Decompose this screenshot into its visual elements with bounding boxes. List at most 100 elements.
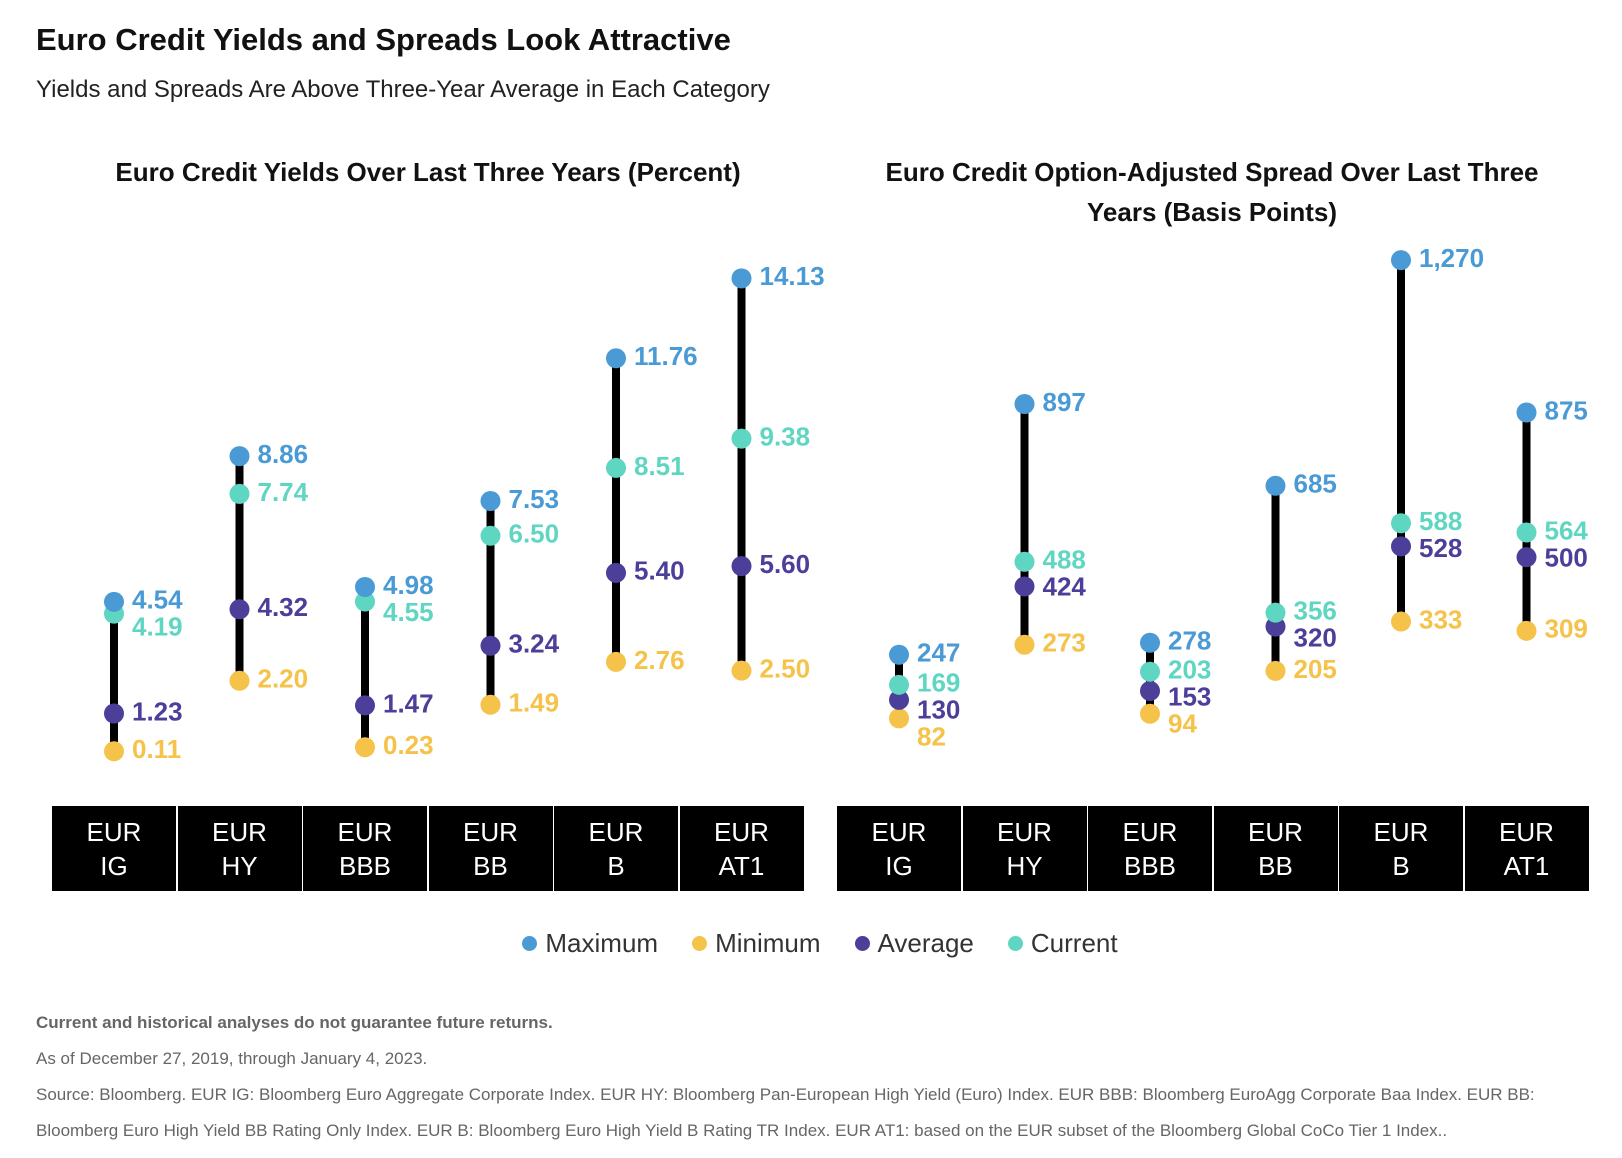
footnote: Current and historical analyses do not g…	[36, 1013, 553, 1032]
value-label: 14.13	[760, 261, 825, 291]
panel-title: Euro Credit Yields Over Last Three Years…	[115, 157, 741, 187]
dot	[229, 446, 250, 467]
dot	[1140, 680, 1160, 701]
category-box: EUR AT1	[1464, 806, 1589, 891]
dot	[229, 483, 250, 504]
category-box: EUR BBB	[1088, 806, 1212, 891]
value-label: 500	[1545, 542, 1588, 572]
footnote: Source: Bloomberg. EUR IG: Bloomberg Eur…	[36, 1085, 1535, 1140]
category-label: EUR HY	[997, 816, 1052, 881]
legend-label: Current	[1030, 928, 1118, 958]
value-label: 356	[1294, 596, 1337, 626]
value-label: 7.53	[509, 484, 560, 514]
value-label: 4.19	[132, 612, 183, 642]
dot	[1391, 250, 1411, 271]
dot	[1516, 620, 1537, 641]
value-label: 205	[1294, 654, 1337, 684]
category-box: EUR IG	[52, 806, 176, 891]
category-box: EUR B	[554, 806, 678, 891]
value-label: 488	[1043, 545, 1086, 575]
dot	[606, 562, 626, 583]
category-box: EUR HY	[962, 806, 1087, 891]
title: Euro Credit Yields and Spreads Look Attr…	[36, 22, 731, 57]
legend-item: Minimum	[692, 928, 821, 959]
dot	[606, 651, 626, 672]
value-label: 153	[1168, 682, 1211, 712]
dot	[606, 457, 626, 478]
value-label: 333	[1419, 604, 1462, 634]
dot	[480, 525, 501, 546]
category-box: EUR BB	[1213, 806, 1338, 891]
value-label: 273	[1043, 628, 1086, 658]
value-label: 3.24	[509, 629, 560, 659]
category-box: EUR IG	[837, 806, 961, 891]
dot	[1391, 536, 1411, 557]
dot	[606, 348, 626, 369]
dot	[1516, 547, 1537, 568]
dot	[1516, 402, 1537, 423]
value-label: 2.76	[634, 645, 685, 675]
value-label: 6.50	[509, 519, 560, 549]
dot	[480, 490, 501, 511]
value-label: 247	[917, 638, 960, 668]
value-label: 8.51	[634, 451, 685, 481]
value-label: 320	[1294, 623, 1337, 653]
dot	[889, 644, 909, 665]
value-label: 9.38	[760, 421, 811, 451]
dot	[1014, 634, 1035, 655]
dot	[731, 268, 752, 289]
legend-swatch	[1007, 936, 1023, 951]
value-label: 309	[1545, 614, 1588, 644]
dot	[1265, 616, 1286, 637]
panel-title: Euro Credit Option-Adjusted Spread Over …	[885, 157, 1539, 227]
value-label: 94	[1168, 709, 1197, 739]
dot	[731, 556, 752, 577]
dot	[1140, 661, 1160, 682]
category-label: EUR BB	[1248, 816, 1303, 881]
legend-label: Minimum	[715, 928, 821, 958]
dot	[355, 591, 375, 612]
category-label: EUR B	[588, 816, 644, 881]
value-label: 564	[1545, 515, 1589, 545]
value-label: 4.32	[258, 592, 309, 622]
value-label: 1.49	[509, 688, 560, 718]
dot	[731, 660, 752, 681]
legend-swatch	[522, 936, 538, 951]
legend-swatch	[854, 936, 870, 951]
category-label: EUR BBB	[337, 816, 393, 881]
footnote: As of December 27, 2019, through January…	[36, 1049, 428, 1068]
value-label: 4.98	[383, 570, 434, 600]
dot	[1140, 703, 1160, 724]
category-label: EUR IG	[86, 816, 142, 881]
value-label: 203	[1168, 655, 1211, 685]
value-label: 8.86	[258, 439, 309, 469]
value-label: 1.23	[132, 696, 183, 726]
value-label: 5.40	[634, 556, 685, 586]
dot	[1265, 660, 1286, 681]
value-label: 5.60	[760, 549, 811, 579]
dot	[1014, 576, 1035, 597]
category-label: EUR AT1	[714, 816, 769, 881]
legend-item: Maximum	[522, 928, 658, 959]
value-label: 685	[1294, 469, 1337, 499]
subtitle: Yields and Spreads Are Above Three-Year …	[36, 76, 770, 103]
dot	[1265, 602, 1286, 623]
dot	[1391, 611, 1411, 632]
legend-label: Average	[877, 928, 974, 958]
footnotes: Current and historical analyses do not g…	[36, 1005, 1596, 1149]
dot	[1014, 551, 1035, 572]
value-label: 130	[917, 695, 960, 725]
value-label: 588	[1419, 506, 1462, 536]
legend-item: Average	[854, 928, 974, 959]
dot	[480, 694, 501, 715]
value-label: 1.47	[383, 688, 434, 718]
dot	[104, 591, 124, 612]
dot	[1140, 632, 1160, 653]
value-label: 4.55	[383, 597, 434, 627]
value-label: 4.54	[132, 585, 183, 615]
value-label: 278	[1168, 626, 1211, 656]
dot	[1391, 513, 1411, 534]
dot	[889, 708, 909, 729]
category-box: EUR B	[1339, 806, 1463, 891]
